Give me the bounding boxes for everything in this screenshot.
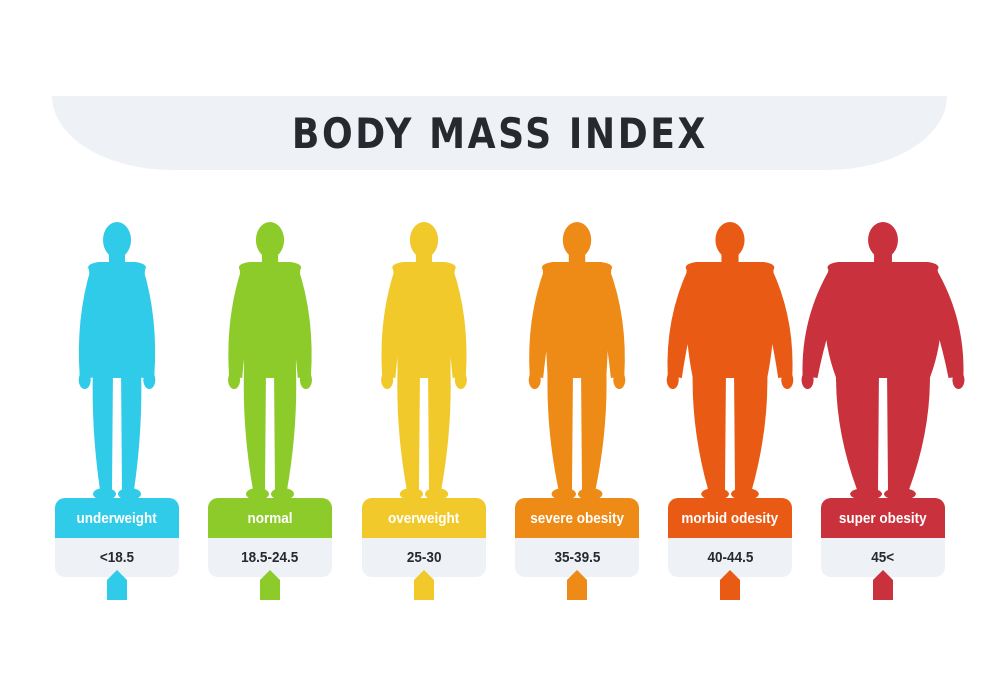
silhouette-underweight bbox=[32, 218, 202, 508]
bmi-card-overweight: overweight 25-30 bbox=[362, 498, 486, 578]
silhouette-overweight bbox=[339, 218, 509, 508]
category-label-text: severe obesity bbox=[530, 509, 624, 527]
category-label-text: underweight bbox=[76, 509, 158, 527]
bmi-card-morbid-odesity: morbid odesity 40-44.5 bbox=[668, 498, 792, 578]
category-label-text: morbid odesity bbox=[681, 509, 779, 527]
bmi-range-text: 40-44.5 bbox=[707, 549, 753, 566]
page-title: BODY MASS INDEX bbox=[291, 108, 708, 158]
bmi-range-text: 18.5-24.5 bbox=[241, 549, 299, 566]
bmi-range-text: <18.5 bbox=[99, 549, 135, 566]
pointer-arrow-icon bbox=[260, 570, 280, 600]
bmi-card-underweight: underweight <18.5 bbox=[55, 498, 179, 578]
bmi-card-severe-obesity: severe obesity 35-39.5 bbox=[515, 498, 639, 578]
title-banner: BODY MASS INDEX bbox=[52, 96, 947, 170]
category-label: normal bbox=[208, 498, 332, 538]
silhouette-severe-obesity bbox=[492, 218, 662, 508]
category-label-text: super obesity bbox=[839, 509, 927, 527]
bmi-range-text: 25-30 bbox=[406, 549, 442, 566]
category-label-text: normal bbox=[247, 509, 293, 527]
category-label: overweight bbox=[362, 498, 486, 538]
bmi-card-normal: normal 18.5-24.5 bbox=[208, 498, 332, 578]
category-label: underweight bbox=[55, 498, 179, 538]
bmi-range-text: 45< bbox=[871, 549, 895, 566]
bmi-card-super-obesity: super obesity 45< bbox=[821, 498, 945, 578]
silhouette-morbid-odesity bbox=[645, 218, 815, 508]
bmi-range: 40-44.5 bbox=[668, 538, 792, 577]
silhouette-normal bbox=[185, 218, 355, 508]
pointer-arrow-icon bbox=[873, 570, 893, 600]
pointer-arrow-icon bbox=[720, 570, 740, 600]
silhouette-super-obesity bbox=[798, 218, 968, 508]
category-label-text: overweight bbox=[388, 509, 460, 527]
category-label: super obesity bbox=[821, 498, 945, 538]
pointer-arrow-icon bbox=[567, 570, 587, 600]
pointer-arrow-icon bbox=[107, 570, 127, 600]
category-label: morbid odesity bbox=[668, 498, 792, 538]
bmi-range-text: 35-39.5 bbox=[554, 549, 600, 566]
pointer-arrow-icon bbox=[414, 570, 434, 600]
category-label: severe obesity bbox=[515, 498, 639, 538]
